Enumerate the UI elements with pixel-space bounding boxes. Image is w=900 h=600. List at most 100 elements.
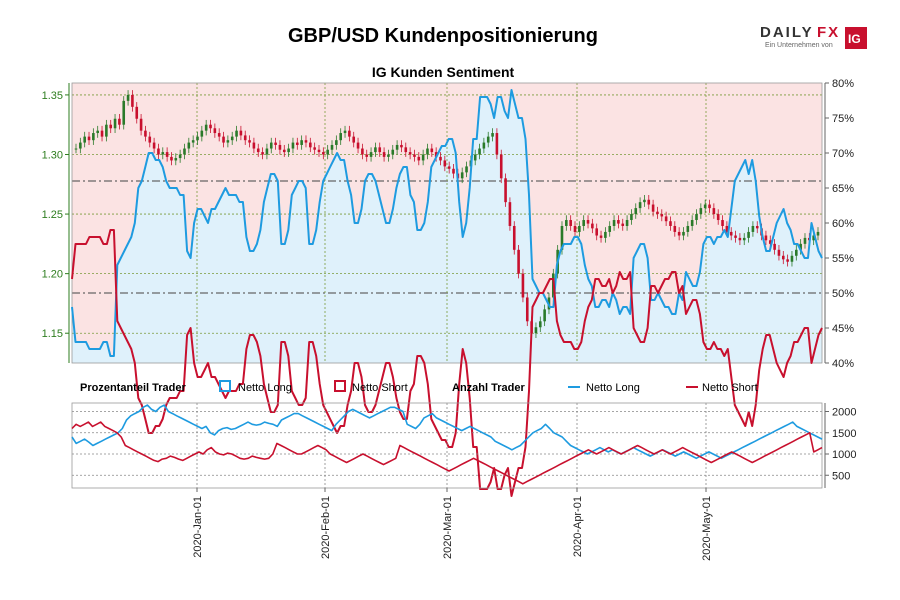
date-tick-label: 2020-May-01 [701, 496, 713, 561]
dailyfx-logo: DAILY FX Ein Unternehmen von IG [760, 24, 867, 49]
candle-body [204, 124, 208, 131]
candle-body [291, 142, 295, 149]
candle-body [690, 220, 694, 226]
candle-body [738, 237, 742, 241]
candle-body [230, 136, 234, 141]
count-tick-label: 1000 [832, 449, 856, 461]
legend-pct-long-label: Netto Long [238, 382, 292, 394]
candle-body [708, 204, 711, 209]
candle-body [395, 144, 399, 150]
candle-body [560, 225, 564, 250]
candle-body [638, 202, 642, 209]
candle-body [460, 172, 464, 179]
legend-count-short-label: Netto Short [702, 382, 758, 394]
candle-body [443, 160, 447, 167]
candle-body [795, 249, 798, 256]
date-tick-label: 2020-Jan-01 [192, 496, 204, 558]
candle-body [734, 235, 737, 238]
count-tick-label: 2000 [832, 407, 856, 419]
candle-body [781, 255, 785, 260]
candle-body [742, 237, 746, 241]
price-tick-label: 1.30 [42, 149, 63, 161]
candle-body [673, 225, 677, 232]
candle-body [656, 211, 659, 215]
candle-body [191, 140, 195, 143]
candle-body [330, 144, 334, 150]
candle-body [96, 130, 99, 134]
candle-body [512, 225, 516, 250]
candle-body [348, 130, 351, 137]
candle-body [751, 225, 755, 232]
candle-body [595, 228, 599, 236]
candle-body [161, 152, 165, 155]
percent-tick-label: 45% [832, 323, 854, 335]
price-tick-label: 1.35 [42, 90, 63, 102]
percent-tick-label: 55% [832, 253, 854, 265]
price-tick-label: 1.15 [42, 328, 63, 340]
candle-body [391, 149, 395, 155]
candle-body [174, 158, 178, 161]
legend-pct-short-swatch [334, 380, 346, 392]
candle-body [768, 240, 772, 244]
candle-body [317, 149, 321, 153]
candle-body [565, 220, 568, 226]
candle-body [361, 148, 364, 155]
candle-body [135, 106, 139, 119]
candle-body [617, 220, 620, 224]
legend-count-header: Anzahl Trader [452, 382, 525, 394]
candle-body [217, 133, 221, 137]
candle-body [430, 148, 434, 153]
candle-body [404, 147, 408, 153]
percent-tick-label: 50% [832, 288, 854, 300]
upper-gridlines [71, 82, 823, 364]
legend-pct-short-label: Netto Short [352, 382, 408, 394]
legend-count-long-label: Netto Long [586, 382, 640, 394]
candle-body [495, 133, 499, 155]
candle-body [465, 166, 468, 173]
candle-body [92, 133, 95, 141]
candle-body [365, 154, 369, 157]
candle-body [109, 124, 113, 129]
chart-subtitle: IG Kunden Sentiment [372, 64, 515, 80]
net-long-count-line [71, 404, 823, 460]
candle-body [408, 152, 412, 155]
legend: Prozentanteil Trader Netto Long Netto Sh… [80, 380, 758, 394]
candle-body [187, 142, 191, 149]
candle-body [222, 136, 225, 143]
candle-body [647, 199, 651, 205]
candle-body [213, 128, 217, 134]
ig-logo-text: IG [848, 32, 861, 46]
candle-body [83, 136, 86, 143]
candle-body [252, 142, 256, 149]
candle-body [482, 142, 486, 149]
candle-body [335, 140, 338, 145]
candle-body [452, 168, 455, 174]
candle-body [747, 231, 750, 238]
candle-body [374, 147, 377, 153]
candle-body [439, 156, 442, 161]
candle-body [790, 255, 794, 262]
candle-body [538, 321, 542, 328]
candle-body [235, 130, 238, 137]
percent-tick-label: 65% [832, 183, 854, 195]
candle-body [491, 133, 494, 137]
candle-body [200, 130, 204, 137]
logo-text-fx: FX [817, 24, 840, 41]
candle-body [144, 130, 147, 137]
candle-body [274, 142, 277, 145]
candle-body [413, 154, 416, 157]
candle-body [473, 154, 477, 161]
candle-body [521, 273, 525, 298]
candle-body [126, 94, 130, 101]
candle-body [643, 199, 646, 203]
candle-body [508, 202, 512, 226]
candle-body [261, 152, 264, 155]
candle-body [243, 135, 247, 141]
candle-body [712, 208, 716, 215]
candle-body [269, 142, 273, 149]
candle-body [356, 142, 360, 149]
percent-tick-label: 40% [832, 358, 854, 370]
net-long-fill [72, 90, 822, 363]
percent-tick-label: 70% [832, 148, 854, 160]
candle-body [634, 208, 638, 215]
